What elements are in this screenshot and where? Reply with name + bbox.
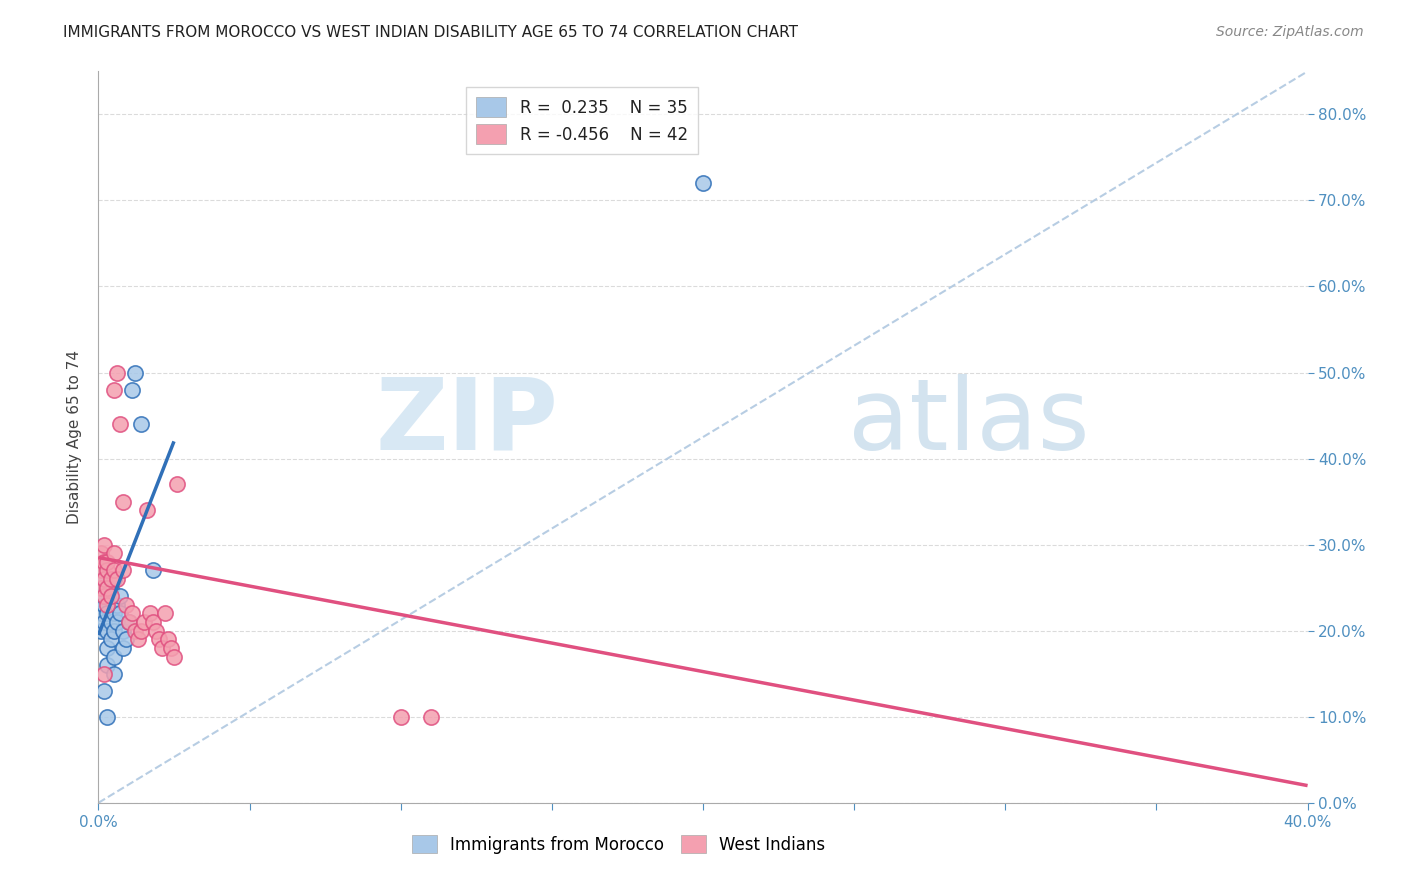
Point [96,598,118,612]
Point [93,598,115,612]
Point [142,615,165,629]
Point [103,564,125,578]
Point [124,624,146,638]
Point [389,710,412,724]
Point [160,640,183,655]
Point [121,383,143,397]
Point [108,607,131,621]
Point [103,607,125,621]
Point [90,581,112,595]
Y-axis label: Disability Age 65 to 74: Disability Age 65 to 74 [67,350,83,524]
Point [90,589,112,603]
Text: ZIP: ZIP [375,374,558,471]
Point [93,572,115,586]
Point [153,607,176,621]
Text: atlas: atlas [848,374,1090,471]
Point [100,615,122,629]
Point [90,564,112,578]
Point [103,649,125,664]
Point [96,581,118,595]
Point [105,598,128,612]
Point [93,589,115,603]
Point [100,581,122,595]
Text: IMMIGRANTS FROM MOROCCO VS WEST INDIAN DISABILITY AGE 65 TO 74 CORRELATION CHART: IMMIGRANTS FROM MOROCCO VS WEST INDIAN D… [63,25,799,40]
Point [96,607,118,621]
Point [103,666,125,681]
Point [127,632,149,647]
Point [129,417,152,432]
Point [111,624,134,638]
Point [105,572,128,586]
Point [96,640,118,655]
Point [96,555,118,569]
Point [90,607,112,621]
Point [163,649,186,664]
Point [93,572,115,586]
Point [118,615,141,629]
Point [150,640,173,655]
Point [93,589,115,603]
Point [90,546,112,560]
Point [692,176,714,190]
Point [100,632,122,647]
Point [103,572,125,586]
Legend: Immigrants from Morocco, West Indians: Immigrants from Morocco, West Indians [405,829,832,860]
Point [108,417,131,432]
Point [420,710,443,724]
Point [111,564,134,578]
Point [114,598,136,612]
Point [111,640,134,655]
Point [96,581,118,595]
Point [124,366,146,380]
Point [93,684,115,698]
Point [96,624,118,638]
Point [132,615,155,629]
Point [111,494,134,508]
Point [114,632,136,647]
Point [100,589,122,603]
Point [93,538,115,552]
Point [105,366,128,380]
Point [105,615,128,629]
Point [135,503,157,517]
Point [118,615,141,629]
Point [103,546,125,560]
Point [96,710,118,724]
Point [93,666,115,681]
Point [121,607,143,621]
Text: Source: ZipAtlas.com: Source: ZipAtlas.com [1216,25,1364,39]
Point [156,632,179,647]
Point [90,624,112,638]
Point [129,624,152,638]
Point [139,607,162,621]
Point [145,624,167,638]
Point [103,624,125,638]
Point [100,572,122,586]
Point [96,658,118,673]
Point [148,632,170,647]
Point [93,555,115,569]
Point [108,589,131,603]
Point [166,477,188,491]
Point [142,564,165,578]
Point [96,564,118,578]
Point [93,615,115,629]
Point [103,383,125,397]
